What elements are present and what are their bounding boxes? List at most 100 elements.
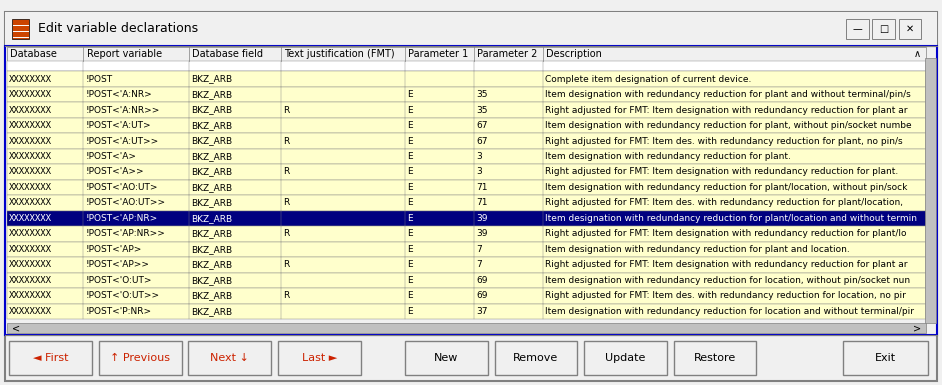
Text: Item designation with redundancy reduction for location and without terminal/pir: Item designation with redundancy reducti…: [545, 307, 915, 316]
Text: Item designation with redundancy reduction for plant/location, without pin/sock: Item designation with redundancy reducti…: [545, 183, 908, 192]
Text: Right adjusted for FMT: Item des. with redundancy reduction for location, no pir: Right adjusted for FMT: Item des. with r…: [545, 291, 906, 300]
Text: E: E: [408, 291, 414, 300]
Text: XXXXXXXX: XXXXXXXX: [9, 75, 53, 84]
Text: Item designation with redundancy reduction for plant, without pin/socket numbe: Item designation with redundancy reducti…: [545, 121, 912, 130]
Text: BKZ_ARB: BKZ_ARB: [191, 260, 233, 269]
Text: Next ↓: Next ↓: [210, 353, 250, 363]
Text: 3: 3: [477, 167, 482, 176]
FancyBboxPatch shape: [9, 341, 92, 375]
Text: BKZ_ARB: BKZ_ARB: [191, 105, 233, 115]
Text: BKZ_ARB: BKZ_ARB: [191, 229, 233, 238]
Text: <: <: [12, 323, 20, 333]
Text: Right adjusted for FMT: Item des. with redundancy reduction for plant/location,: Right adjusted for FMT: Item des. with r…: [545, 198, 903, 208]
Bar: [7, 133, 926, 149]
Bar: [872, 19, 895, 38]
Text: E: E: [408, 198, 414, 208]
FancyBboxPatch shape: [495, 341, 577, 375]
Text: !POST<'O:UT>>: !POST<'O:UT>>: [86, 291, 160, 300]
Text: R: R: [284, 260, 289, 269]
Text: BKZ_ARB: BKZ_ARB: [191, 75, 233, 84]
Text: 71: 71: [477, 183, 488, 192]
FancyBboxPatch shape: [584, 341, 667, 375]
Text: Edit variable declarations: Edit variable declarations: [38, 22, 198, 35]
Bar: [12, 19, 29, 38]
Text: Parameter 1: Parameter 1: [409, 49, 469, 59]
Text: Exit: Exit: [875, 353, 896, 363]
Text: 3: 3: [477, 152, 482, 161]
Text: BKZ_ARB: BKZ_ARB: [191, 90, 233, 99]
Text: Right adjusted for FMT: Item designation with redundancy reduction for plant.: Right adjusted for FMT: Item designation…: [545, 167, 899, 176]
Bar: [7, 60, 926, 71]
Text: 69: 69: [477, 276, 488, 285]
Text: Database: Database: [10, 49, 57, 59]
Text: Update: Update: [606, 353, 645, 363]
Text: R: R: [284, 229, 289, 238]
Text: E: E: [408, 229, 414, 238]
Bar: [7, 164, 926, 180]
Text: Text justification (FMT): Text justification (FMT): [284, 49, 395, 59]
Bar: [7, 195, 926, 211]
Text: E: E: [408, 276, 414, 285]
Text: 67: 67: [477, 137, 488, 146]
Text: XXXXXXXX: XXXXXXXX: [9, 183, 53, 192]
Text: BKZ_ARB: BKZ_ARB: [191, 291, 233, 300]
Bar: [7, 87, 926, 102]
Text: E: E: [408, 121, 414, 130]
Text: E: E: [408, 307, 414, 316]
Bar: [899, 19, 921, 38]
Bar: [925, 58, 936, 323]
Bar: [846, 19, 869, 38]
FancyBboxPatch shape: [99, 341, 182, 375]
Text: !POST<'AP>: !POST<'AP>: [86, 245, 142, 254]
Text: XXXXXXXX: XXXXXXXX: [9, 229, 53, 238]
Text: Item designation with redundancy reduction for location, without pin/socket nun: Item designation with redundancy reducti…: [545, 276, 911, 285]
Text: —: —: [853, 24, 862, 34]
Text: 37: 37: [477, 307, 488, 316]
Bar: [7, 323, 926, 333]
Text: Restore: Restore: [694, 353, 736, 363]
Text: Item designation with redundancy reduction for plant and location.: Item designation with redundancy reducti…: [545, 245, 851, 254]
Text: !POST<'A>: !POST<'A>: [86, 152, 137, 161]
Bar: [7, 47, 926, 60]
Bar: [7, 118, 926, 133]
Text: BKZ_ARB: BKZ_ARB: [191, 245, 233, 254]
Text: New: New: [434, 353, 459, 363]
Text: BKZ_ARB: BKZ_ARB: [191, 137, 233, 146]
Text: Right adjusted for FMT: Item designation with redundancy reduction for plant ar: Right adjusted for FMT: Item designation…: [545, 260, 908, 269]
Bar: [7, 71, 926, 87]
FancyBboxPatch shape: [188, 341, 271, 375]
Text: !POST<'AP:NR>>: !POST<'AP:NR>>: [86, 229, 166, 238]
Bar: [7, 180, 926, 195]
Text: BKZ_ARB: BKZ_ARB: [191, 214, 233, 223]
Text: R: R: [284, 291, 289, 300]
Bar: [5, 46, 937, 335]
Bar: [7, 242, 926, 257]
Text: ∧: ∧: [914, 49, 921, 59]
Text: Complete item designation of current device.: Complete item designation of current dev…: [545, 75, 752, 84]
Text: 35: 35: [477, 90, 488, 99]
Text: E: E: [408, 214, 414, 223]
Text: ↑ Previous: ↑ Previous: [110, 353, 171, 363]
FancyBboxPatch shape: [843, 341, 928, 375]
Bar: [5, 12, 937, 46]
Text: XXXXXXXX: XXXXXXXX: [9, 260, 53, 269]
Text: ✕: ✕: [906, 24, 914, 34]
Text: BKZ_ARB: BKZ_ARB: [191, 152, 233, 161]
Text: R: R: [284, 105, 289, 115]
Text: E: E: [408, 167, 414, 176]
Bar: [7, 257, 926, 273]
Text: !POST<'AP:NR>: !POST<'AP:NR>: [86, 214, 158, 223]
Text: XXXXXXXX: XXXXXXXX: [9, 167, 53, 176]
Text: □: □: [879, 24, 888, 34]
Text: XXXXXXXX: XXXXXXXX: [9, 137, 53, 146]
Text: Item designation with redundancy reduction for plant.: Item designation with redundancy reducti…: [545, 152, 791, 161]
Text: XXXXXXXX: XXXXXXXX: [9, 214, 53, 223]
Text: !POST<'A>>: !POST<'A>>: [86, 167, 144, 176]
Text: XXXXXXXX: XXXXXXXX: [9, 105, 53, 115]
Text: XXXXXXXX: XXXXXXXX: [9, 307, 53, 316]
FancyBboxPatch shape: [674, 341, 756, 375]
Text: E: E: [408, 105, 414, 115]
Bar: [7, 149, 926, 164]
Text: BKZ_ARB: BKZ_ARB: [191, 121, 233, 130]
Text: >: >: [913, 323, 920, 333]
